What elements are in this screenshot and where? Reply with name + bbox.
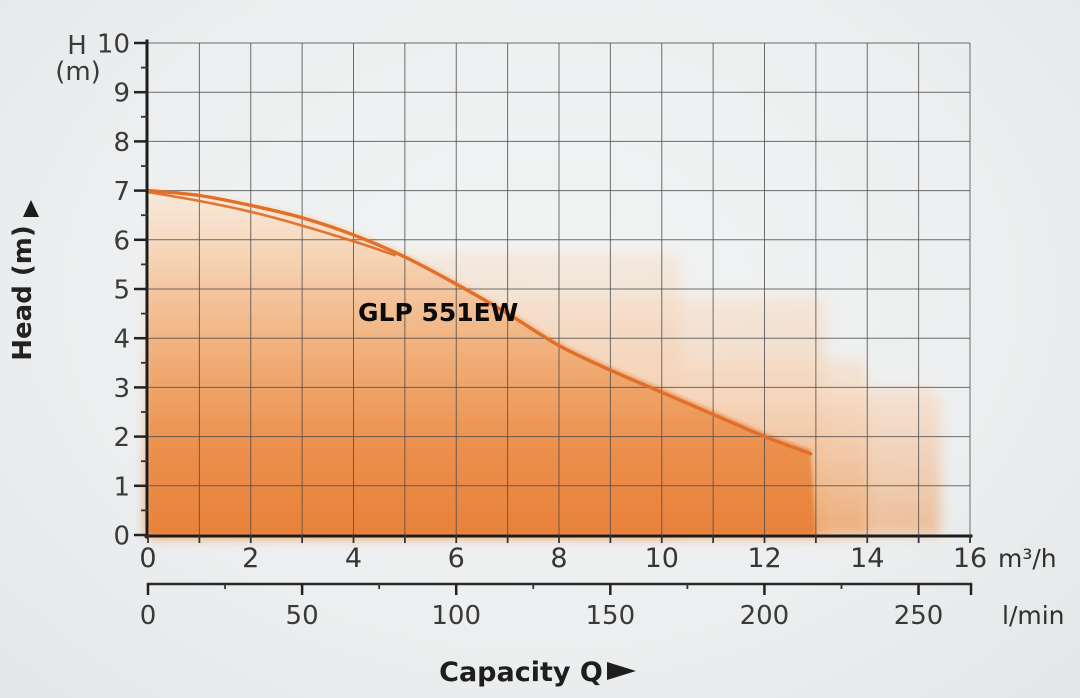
x-tick-label-6: 6 (448, 543, 465, 574)
axes-and-ticks (134, 39, 973, 595)
pump-curve-upper (146, 188, 813, 456)
y-tick-label-0: 0 (113, 522, 130, 552)
y-axis-unit-corner: (m) (55, 57, 101, 87)
curve-model-label: GLP 551EW (358, 298, 518, 327)
y-tick-label-4: 4 (113, 325, 130, 355)
x-axis-secondary-unit: l/min (1002, 601, 1065, 630)
x2-tick-label-150: 150 (585, 601, 635, 631)
y-tick-label-7: 7 (113, 177, 130, 207)
x-tick-label-14: 14 (850, 543, 884, 574)
y-tick-label-9: 9 (113, 79, 130, 109)
pump-curves (146, 188, 813, 456)
x-tick-label-16: 16 (953, 543, 987, 574)
y-tick-label-6: 6 (113, 226, 130, 256)
x-tick-label-10: 10 (645, 543, 679, 574)
x-tick-label-2: 2 (242, 543, 259, 574)
x-tick-label-0: 0 (139, 543, 156, 574)
x-tick-label-12: 12 (747, 543, 781, 574)
y-tick-label-1: 1 (113, 472, 130, 502)
x-axis-primary-unit: m³/h (998, 544, 1057, 573)
x2-tick-label-200: 200 (740, 601, 790, 631)
pump-curve-lower (146, 190, 396, 257)
y-tick-label-3: 3 (113, 374, 130, 404)
x-axis-title: Capacity Q (439, 657, 603, 688)
curve-area-fill (148, 182, 816, 535)
x-tick-label-8: 8 (550, 543, 567, 574)
x-tick-label-4: 4 (345, 543, 362, 574)
main-area-fill (148, 182, 816, 535)
x2-tick-label-250: 250 (894, 601, 944, 631)
y-tick-label-5: 5 (113, 276, 130, 306)
capacity-axis-arrow-right-icon (607, 662, 636, 680)
y-axis-symbol: H (67, 31, 87, 61)
y-tick-label-8: 8 (113, 128, 130, 158)
head-axis-arrow-up-icon (23, 200, 39, 217)
x2-tick-label-0: 0 (140, 601, 157, 631)
y-axis-title: Head (m) (8, 225, 38, 360)
y-tick-label-10: 10 (97, 30, 130, 60)
x2-tick-label-100: 100 (431, 601, 481, 631)
y-tick-label-2: 2 (113, 423, 130, 453)
grid (148, 42, 971, 535)
x2-tick-label-50: 50 (286, 601, 319, 631)
